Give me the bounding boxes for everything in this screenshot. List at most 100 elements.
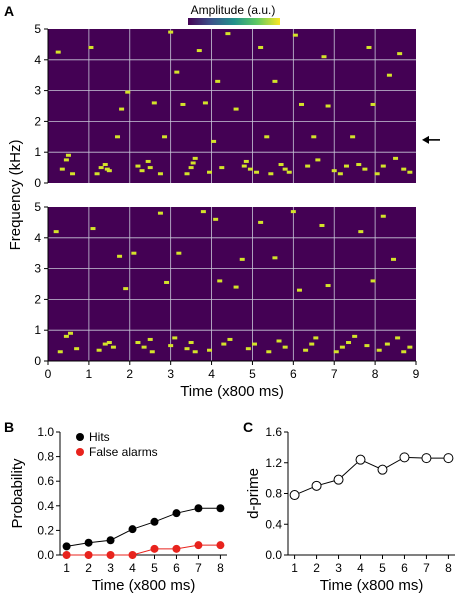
spectrogram-top-tone (282, 167, 288, 171)
spectrogram-bottom-background (48, 207, 416, 361)
probability-ytick-label: 0.0 (37, 548, 54, 562)
spectrogram-bottom-tone (221, 342, 227, 346)
spectrogram-top-tone (119, 107, 125, 111)
probability-xtick-label: 1 (63, 561, 70, 575)
spectrogram-top-tone (168, 30, 174, 34)
probability-ytick-label: 0.6 (37, 474, 54, 488)
dprime-ytick-label: 0.8 (265, 487, 282, 501)
spectrogram-top-tone (151, 101, 157, 105)
spectrogram-bottom-ytick-label: 0 (34, 354, 41, 368)
spectrogram-bottom-ytick-label: 3 (34, 262, 41, 276)
spectrogram-top-tone (88, 45, 94, 49)
dprime-y-axis-label: d-prime (245, 468, 262, 519)
spectrogram-bottom-tone (319, 223, 325, 227)
spectrogram-top-tone (362, 167, 368, 171)
spectrogram-bottom-tone (272, 256, 278, 260)
spectrogram-top-tone (243, 159, 249, 163)
spectrogram-top-tone (286, 170, 292, 174)
spectrogram-top-ytick-label: 2 (34, 114, 41, 128)
dprime-xtick-label: 8 (445, 561, 452, 575)
probability-xtick-label: 2 (85, 561, 92, 575)
spectrogram-bottom-tone (96, 348, 102, 352)
spectrogram-bottom-tone (346, 341, 352, 345)
probability-series-1-point (194, 541, 203, 550)
spectrogram-bottom-xtick-label: 1 (86, 367, 93, 381)
spectrogram-top-tone (180, 102, 186, 106)
spectrogram-bottom-tone (192, 350, 198, 354)
spectrogram-bottom-tone (384, 342, 390, 346)
panel-label-a: A (4, 3, 14, 19)
spectrogram-bottom-tone (149, 350, 155, 354)
spectrogram-top-tone (139, 169, 145, 173)
dprime-xtick-label: 6 (401, 561, 408, 575)
spectrogram-top-background (48, 29, 416, 183)
spectrogram-top-tone (219, 166, 225, 170)
spectrogram-bottom-tone (258, 220, 264, 224)
spectrogram-bottom-tone (117, 254, 123, 258)
probability-series-1-point (150, 544, 159, 553)
spectrogram-bottom-tone (352, 334, 358, 338)
spectrogram-top-tone (374, 172, 380, 176)
spectrogram-bottom-tone (168, 344, 174, 348)
spectrogram-bottom-tone (333, 350, 339, 354)
panel-b-probability-chart: 0.0 0.2 0.4 0.6 0.8 1.0 1 2 3 4 5 6 7 8 Time (x800 ms)… (9, 425, 227, 594)
probability-xtick-label: 4 (129, 561, 136, 575)
spectrogram-bottom-tone (309, 342, 315, 346)
spectrogram-bottom-tone (376, 348, 382, 352)
spectrogram-bottom-tone (370, 279, 376, 283)
dprime-point (355, 454, 366, 465)
spectrogram-top-tone (278, 163, 284, 167)
legend-label-false-alarms: False alarms (89, 445, 158, 459)
spectrogram-bottom-xtick-label: 6 (290, 367, 297, 381)
spectrogram-bottom-tone (172, 336, 178, 340)
spectrogram-bottom-tone (147, 337, 153, 341)
spectrogram-top-tone (188, 166, 194, 170)
dprime-ytick-label: 1.6 (265, 425, 282, 439)
dprime-xtick-label: 1 (291, 561, 298, 575)
spectrogram-top-tone (190, 161, 196, 165)
spectrogram-bottom-ytick-label: 4 (34, 231, 41, 245)
spectrogram-top-ytick-label: 4 (34, 53, 41, 67)
dprime-ytick-label: 1.2 (265, 456, 282, 470)
spectrogram-top-tone (343, 164, 349, 168)
spectrogram-top-tone (125, 90, 131, 94)
dprime-point (333, 474, 344, 485)
spectrogram-bottom-tone (157, 211, 163, 215)
spectrogram-bottom-tone (325, 284, 331, 288)
spectrogram-bottom-tone (106, 341, 112, 345)
spectrogram-bottom-tone (233, 285, 239, 289)
spectrogram-top-tone (184, 172, 190, 176)
spectrogram-bottom-xtick-label: 2 (126, 367, 133, 381)
spectrogram-top-tone (157, 172, 163, 176)
spectrogram-bottom-tone (303, 348, 309, 352)
spectrogram-top-tone (162, 135, 168, 139)
spectrogram-y-axis-label: Frequency (kHz) (7, 140, 24, 251)
spectrogram-top-tone (115, 135, 121, 139)
probability-series-1-point (84, 551, 93, 559)
probability-series-0-point (216, 504, 225, 513)
spectrogram-top-tone (247, 167, 253, 171)
probability-xtick-label: 7 (195, 561, 202, 575)
spectrogram-bottom-tone (276, 339, 282, 343)
spectrogram-top-tone (104, 167, 110, 171)
spectrogram-bottom-tone (227, 337, 233, 341)
spectrogram-top-tone (94, 172, 100, 176)
spectrogram-bottom-tone (266, 350, 272, 354)
spectrogram-bottom-tone (200, 210, 206, 214)
spectrogram-top-ytick-label: 1 (34, 145, 41, 159)
spectrogram-bottom-tone (141, 345, 147, 349)
spectrogram-top-tone (393, 156, 399, 160)
spectrogram-x-axis-label: Time (x800 ms) (180, 383, 284, 400)
spectrogram-bottom-ytick-label: 1 (34, 323, 41, 337)
spectrogram-bottom-tone (67, 331, 73, 335)
dprime-point (443, 453, 454, 464)
spectrogram-bottom-xtick-label: 5 (249, 367, 256, 381)
spectrogram-bottom-tone (131, 251, 137, 255)
spectrogram-bottom-tone (245, 347, 251, 351)
probability-x-axis-label: Time (x800 ms) (92, 577, 196, 594)
panel-label-b: B (4, 419, 14, 435)
probability-ytick-label: 1.0 (37, 425, 54, 439)
dprime-point (399, 452, 410, 463)
spectrogram-top-tone (145, 159, 151, 163)
